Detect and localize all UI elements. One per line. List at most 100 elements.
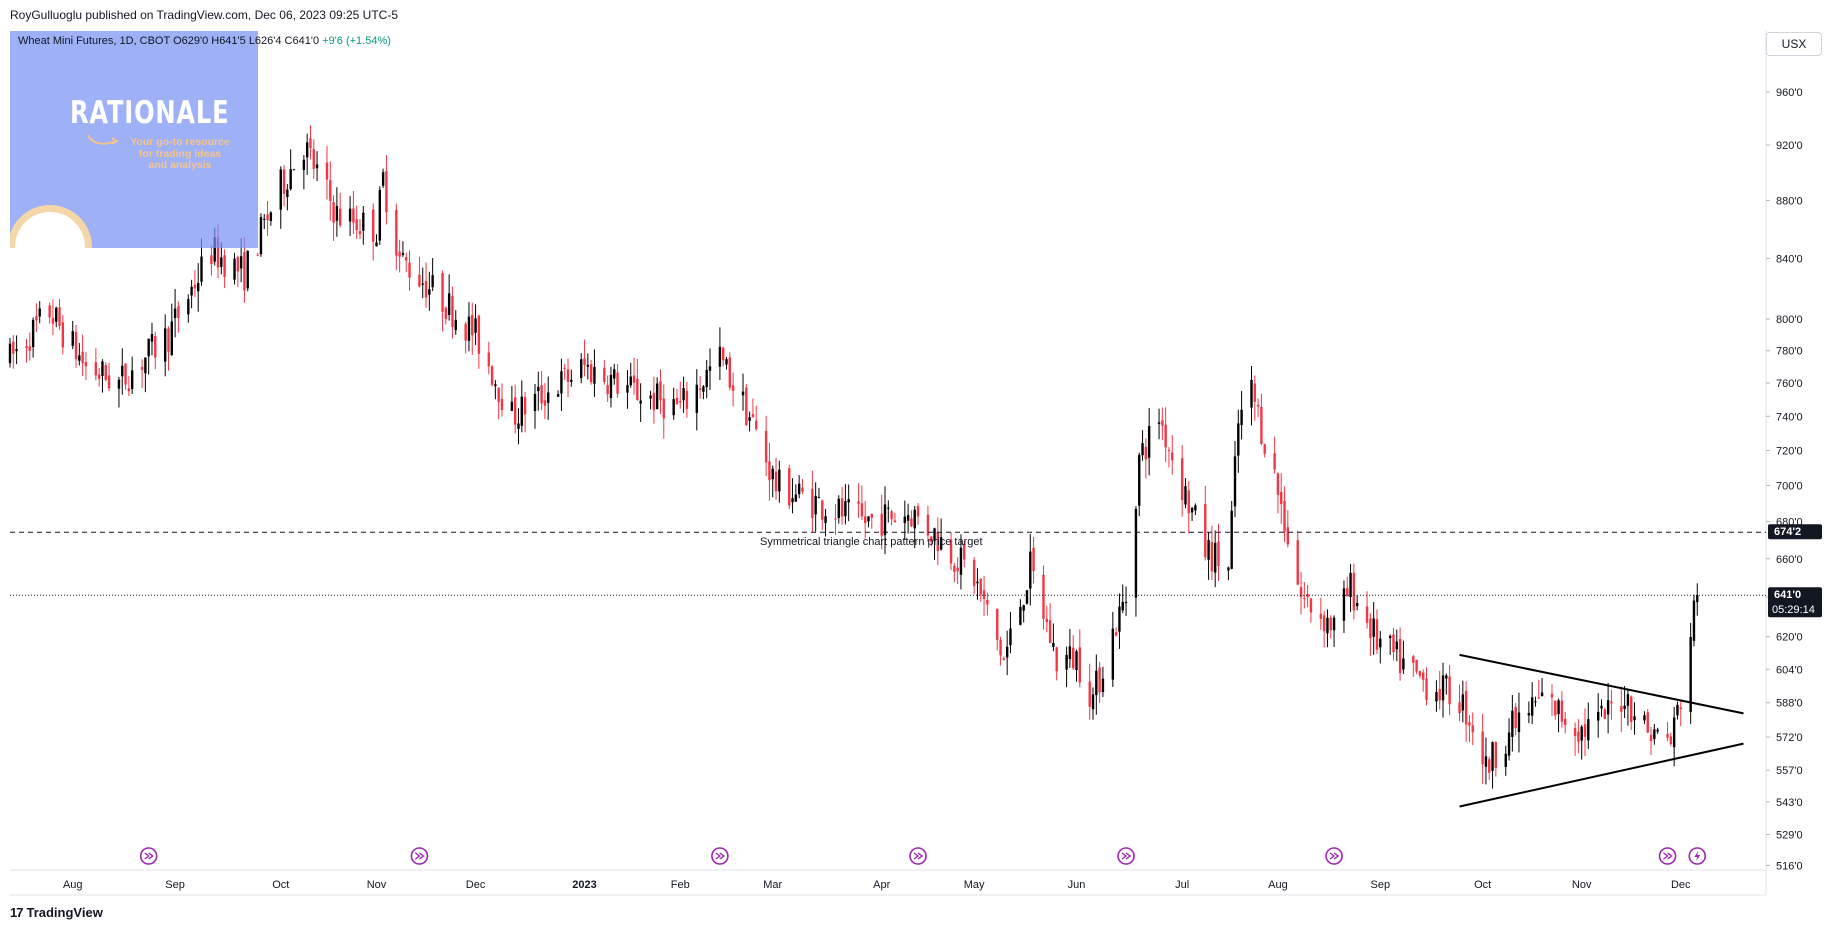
candle-body: [1630, 696, 1633, 723]
watermark-tagline-line-1: Your go-to resource: [130, 136, 230, 148]
candle-body: [1233, 456, 1237, 507]
candle-body: [695, 384, 698, 413]
y-tick-label: 720'0: [1776, 445, 1803, 457]
candle-body: [649, 395, 652, 399]
candle-body: [467, 316, 471, 341]
y-tick-label: 620'0: [1776, 632, 1803, 644]
candle-body: [1557, 700, 1560, 715]
candle-body: [1418, 671, 1422, 676]
candle-body: [570, 379, 573, 382]
y-tick-label: 740'0: [1776, 411, 1803, 423]
candle-body: [269, 212, 273, 221]
candle-body: [1042, 574, 1045, 619]
candle-body: [811, 488, 814, 518]
candle-body: [1280, 491, 1283, 505]
event-arrow-icon[interactable]: [410, 847, 429, 865]
candle-body: [794, 494, 798, 502]
flash-icon[interactable]: [1688, 847, 1707, 865]
candle-body: [1263, 444, 1266, 454]
candle-body: [223, 255, 226, 277]
event-arrow-icon[interactable]: [909, 847, 927, 865]
candle-body: [325, 162, 329, 180]
candle-body: [71, 331, 74, 346]
candle-body: [1134, 508, 1138, 598]
candle-body: [431, 275, 434, 288]
candle-body: [685, 390, 689, 409]
candle-body: [200, 256, 203, 282]
candle-body: [751, 414, 755, 418]
candle-body: [755, 420, 758, 430]
candle-body: [1438, 689, 1441, 701]
event-arrow-icon[interactable]: [1658, 847, 1677, 865]
candle-body: [725, 359, 728, 365]
candle-body: [1332, 617, 1336, 631]
candle-body: [1204, 504, 1207, 558]
event-arrow-icon[interactable]: [139, 847, 158, 865]
candle-body: [1435, 691, 1438, 702]
candle-body: [540, 385, 543, 404]
candle-body: [381, 172, 385, 186]
candle-body: [1065, 654, 1068, 670]
candle-body: [949, 539, 953, 564]
y-tick-label: 557'0: [1776, 765, 1803, 777]
candle-body: [1365, 606, 1369, 623]
x-tick-label: Aug: [63, 879, 83, 891]
candle-body: [1620, 706, 1623, 712]
candle-body: [659, 381, 662, 401]
event-arrow-icon[interactable]: [1325, 847, 1343, 865]
symbol-legend[interactable]: Wheat Mini Futures, 1D, CBOT O629'0 H641…: [18, 35, 391, 47]
candle-body: [1395, 641, 1398, 650]
x-tick-label: Dec: [466, 879, 486, 891]
candle-body: [147, 338, 150, 357]
candle-body: [636, 378, 639, 400]
candle-body: [177, 306, 180, 318]
candle-body: [1514, 706, 1517, 728]
y-tick-label: 516'0: [1776, 860, 1803, 872]
candle-body: [797, 483, 801, 495]
tradingview-footer[interactable]: 17 TradingView: [10, 905, 103, 920]
candle-body: [986, 599, 989, 605]
candle-body: [1656, 729, 1659, 732]
candle-body: [418, 274, 421, 287]
candle-body: [378, 189, 382, 241]
candle-body: [788, 468, 791, 506]
triangle-upper-trendline[interactable]: [1459, 653, 1744, 715]
symbol-change-text: +9'6 (+1.54%): [322, 35, 391, 47]
candle-body: [547, 392, 550, 403]
candle-body: [1309, 598, 1313, 613]
candle-body: [1676, 704, 1679, 716]
candle-body: [672, 399, 675, 416]
candle-body: [520, 396, 523, 426]
tv-logo-icon: 17: [10, 905, 24, 920]
event-arrow-icon[interactable]: [1117, 847, 1135, 865]
candle-body: [933, 528, 936, 541]
candle-body: [959, 547, 963, 575]
candle-body: [1554, 700, 1557, 716]
candle-body: [1029, 551, 1032, 589]
candle-body: [375, 242, 378, 247]
watermark-tagline: Your go-to resource for trading ideas an…: [115, 136, 245, 172]
candle-body: [1091, 694, 1095, 710]
candle-body: [1355, 602, 1359, 607]
candle-body: [613, 369, 616, 379]
candle-body: [1689, 636, 1692, 712]
candle-body: [1481, 731, 1484, 765]
candle-body: [1494, 742, 1498, 768]
y-tick-label: 920'0: [1776, 140, 1803, 152]
triangle-lower-trendline[interactable]: [1459, 742, 1744, 808]
currency-button[interactable]: USX: [1766, 32, 1822, 56]
candle-body: [586, 364, 590, 367]
candle-body: [956, 567, 959, 572]
y-tick-label: 660'0: [1776, 554, 1803, 566]
candle-body: [840, 498, 844, 517]
candle-body: [1326, 617, 1329, 634]
event-arrow-icon[interactable]: [711, 847, 729, 865]
candle-body: [309, 138, 312, 148]
candle-body: [1517, 712, 1521, 733]
candle-body: [1213, 542, 1217, 573]
x-tick-label: Nov: [367, 879, 387, 891]
candle-body: [1005, 646, 1009, 658]
candle-body: [266, 214, 269, 221]
candle-body: [187, 299, 190, 315]
